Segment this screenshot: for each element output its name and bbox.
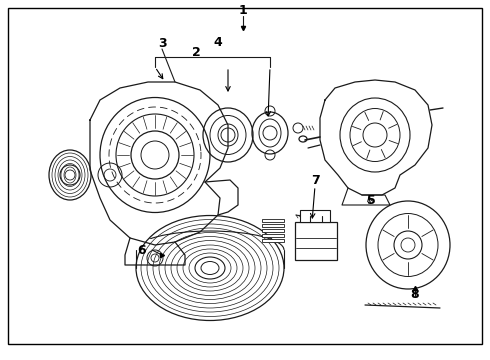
Text: 4: 4	[214, 36, 222, 49]
Text: 5: 5	[367, 194, 375, 207]
Text: 7: 7	[311, 174, 319, 186]
Polygon shape	[320, 80, 432, 195]
Polygon shape	[125, 238, 185, 265]
Bar	[262, 229, 284, 232]
Text: 1: 1	[239, 4, 247, 17]
Text: 8: 8	[411, 288, 419, 302]
Bar	[262, 239, 284, 242]
Bar	[262, 234, 284, 237]
Text: 3: 3	[158, 36, 166, 50]
Bar	[262, 224, 284, 227]
Polygon shape	[205, 180, 238, 215]
Bar	[295, 222, 337, 260]
Polygon shape	[342, 188, 390, 205]
Text: 2: 2	[192, 45, 200, 59]
Bar	[300, 210, 330, 222]
Polygon shape	[90, 82, 228, 245]
Text: 6: 6	[138, 243, 147, 256]
Bar	[262, 219, 284, 222]
